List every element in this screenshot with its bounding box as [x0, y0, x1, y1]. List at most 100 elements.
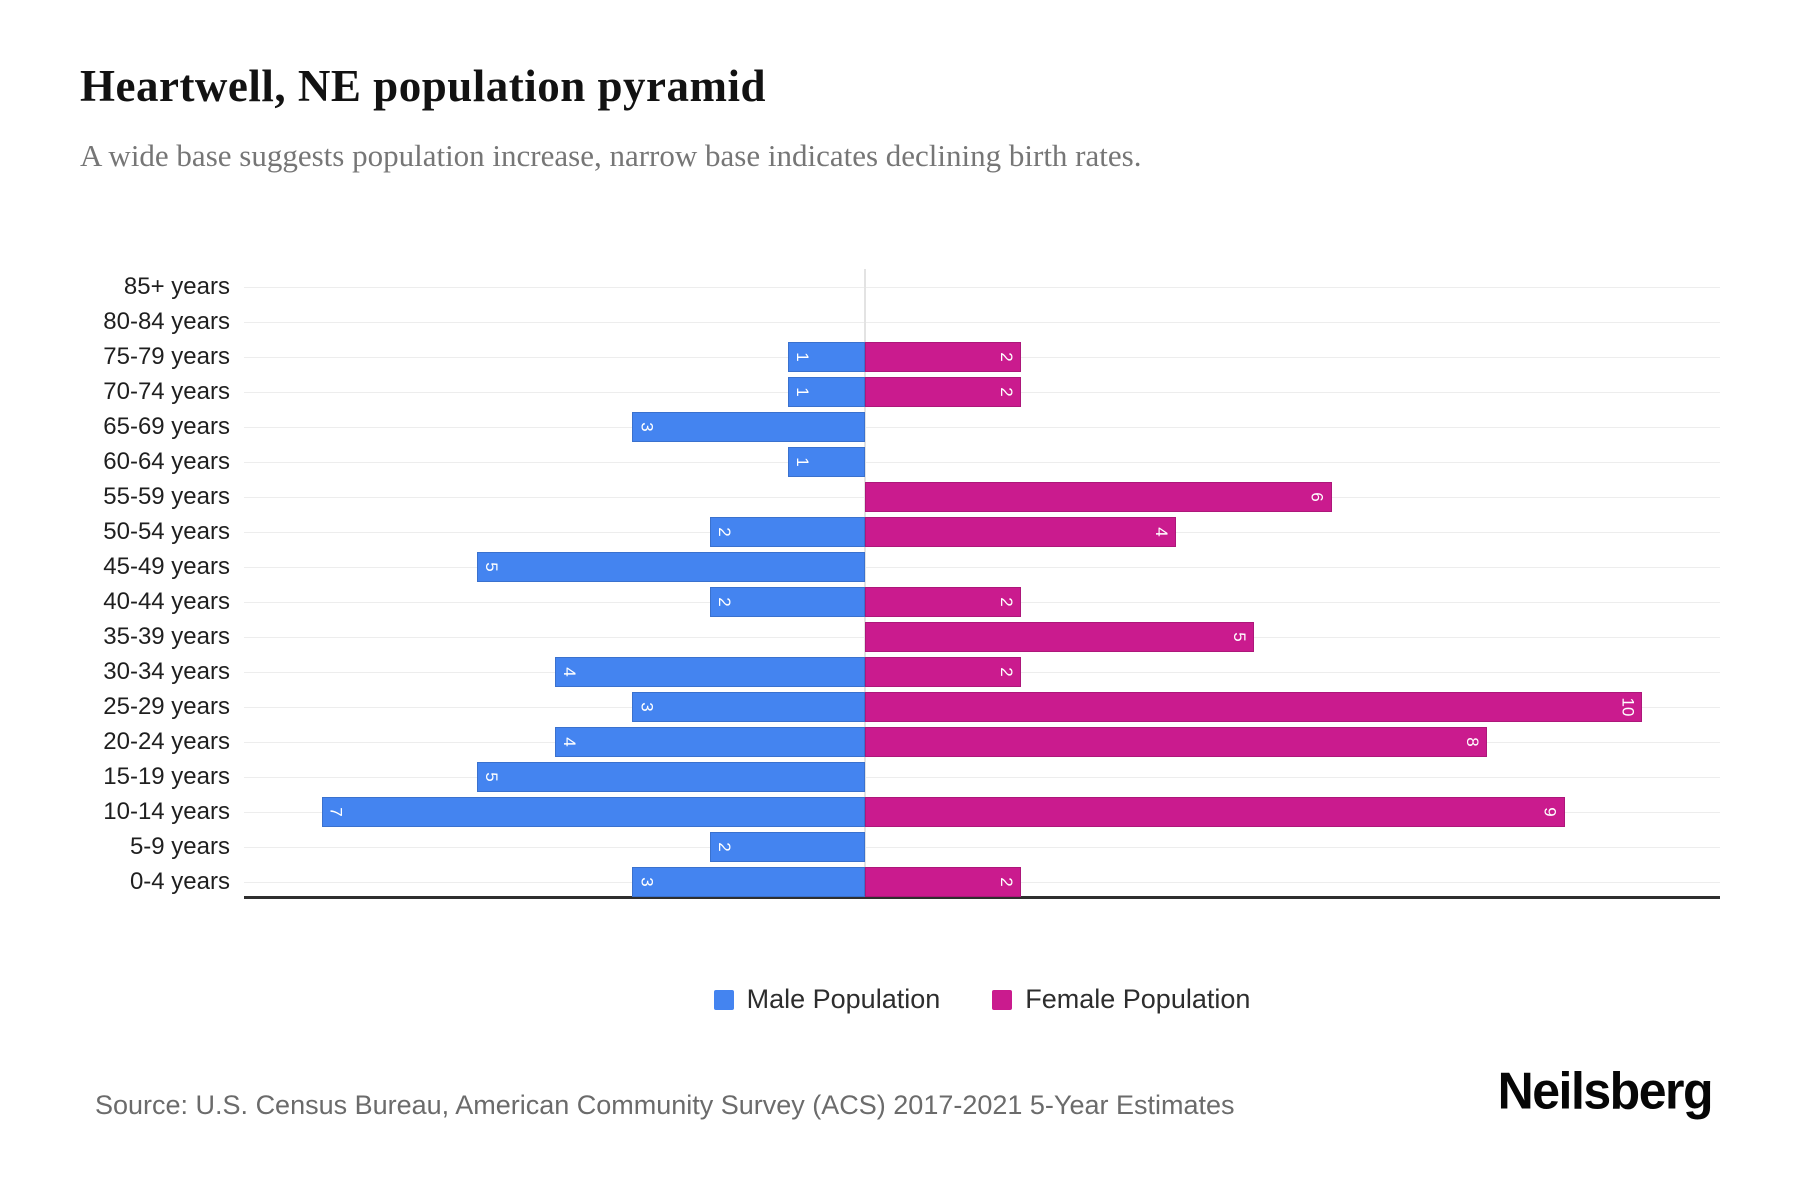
brand-logo: Neilsberg — [1497, 1061, 1714, 1121]
male-bar-value: 4 — [559, 666, 579, 677]
pyramid-row: 3 — [244, 409, 1720, 444]
female-bar[interactable]: 2 — [865, 866, 1021, 897]
age-tick-label: 5-9 years — [129, 833, 230, 860]
age-tick-label: 60-64 years — [103, 448, 230, 475]
age-tick-label: 25-29 years — [103, 693, 230, 720]
female-bar[interactable]: 10 — [865, 691, 1643, 722]
age-tick-label: 0-4 years — [129, 868, 230, 895]
gridline — [244, 566, 1720, 568]
age-tick-label: 45-49 years — [103, 553, 230, 580]
male-bar[interactable]: 3 — [632, 411, 866, 442]
female-bar-value: 6 — [1307, 491, 1327, 502]
male-bar-value: 2 — [715, 526, 735, 537]
male-bar[interactable]: 3 — [632, 866, 866, 897]
female-bar[interactable]: 9 — [865, 796, 1565, 827]
female-bar[interactable]: 2 — [865, 341, 1021, 372]
female-bar[interactable]: 2 — [865, 586, 1021, 617]
legend-item-female-population[interactable]: Female Population — [992, 984, 1250, 1015]
pyramid-row: 2 — [244, 829, 1720, 864]
age-tick-label: 80-84 years — [103, 308, 230, 335]
male-bar-value: 5 — [482, 771, 502, 782]
pyramid-row: 1 — [244, 444, 1720, 479]
age-tick-label: 65-69 years — [103, 413, 230, 440]
female-bar-value: 2 — [996, 666, 1016, 677]
male-bar-value: 3 — [637, 701, 657, 712]
age-labels: 85+ years 80-84 years 75-79 years 70-74 yea… — [80, 269, 230, 899]
female-bar[interactable]: 8 — [865, 726, 1487, 757]
pyramid-row: 5 — [244, 619, 1720, 654]
gridline — [244, 321, 1720, 323]
male-bar[interactable]: 1 — [787, 446, 866, 477]
age-tick-label: 75-79 years — [103, 343, 230, 370]
gridline — [244, 461, 1720, 463]
male-bar-value: 3 — [637, 421, 657, 432]
female-bar-value: 2 — [996, 351, 1016, 362]
age-tick-label: 20-24 years — [103, 728, 230, 755]
age-tick-label: 85+ years — [123, 273, 230, 300]
age-tick-label: 55-59 years — [103, 483, 230, 510]
female-bar[interactable]: 5 — [865, 621, 1254, 652]
female-bar-value: 2 — [996, 386, 1016, 397]
male-bar-value: 1 — [792, 386, 812, 397]
female-bar-value: 10 — [1618, 697, 1638, 716]
age-tick-label: 35-39 years — [103, 623, 230, 650]
age-tick-label: 70-74 years — [103, 378, 230, 405]
age-tick-label: 30-34 years — [103, 658, 230, 685]
male-bar[interactable]: 2 — [710, 516, 866, 547]
male-bar[interactable]: 2 — [710, 586, 866, 617]
female-bar-value: 2 — [996, 876, 1016, 887]
source-note: Source: U.S. Census Bureau, American Com… — [95, 1090, 1235, 1120]
female-bar-value: 8 — [1462, 736, 1482, 747]
legend-item-male-population[interactable]: Male Population — [713, 984, 940, 1015]
male-bar[interactable]: 2 — [710, 831, 866, 862]
pyramid-row — [244, 304, 1720, 339]
male-bar-value: 4 — [559, 736, 579, 747]
female-bar-value: 5 — [1229, 631, 1249, 642]
male-bar[interactable]: 1 — [787, 341, 866, 372]
female-bar-value: 9 — [1540, 806, 1560, 817]
plot-area: 1 2 1 2 3 1 6 2 4 5 2 2 5 4 2 3 10 4 8 5 7 9 2 3 2 — [244, 269, 1720, 899]
male-bar[interactable]: 1 — [787, 376, 866, 407]
female-bar-value: 4 — [1152, 526, 1172, 537]
male-bar[interactable]: 7 — [321, 796, 866, 827]
male-bar-value: 1 — [792, 456, 812, 467]
male-bar-value: 7 — [326, 806, 346, 817]
female-bar[interactable]: 2 — [865, 376, 1021, 407]
pyramid-row — [244, 269, 1720, 304]
legend: Male Population Female Population — [244, 984, 1720, 1015]
male-bar[interactable]: 3 — [632, 691, 866, 722]
male-bar-value: 3 — [637, 876, 657, 887]
page-subtitle: A wide base suggests population increase… — [80, 138, 1142, 173]
male-bar-value: 1 — [792, 351, 812, 362]
gridline — [244, 846, 1720, 848]
female-bar[interactable]: 2 — [865, 656, 1021, 687]
pyramid-row: 6 — [244, 479, 1720, 514]
gridline — [244, 426, 1720, 428]
age-tick-label: 10-14 years — [103, 798, 230, 825]
male-bar[interactable]: 4 — [554, 656, 866, 687]
pyramid-row: 5 — [244, 549, 1720, 584]
male-bar[interactable]: 5 — [477, 551, 866, 582]
male-bar-value: 2 — [715, 596, 735, 607]
female-bar-value: 2 — [996, 596, 1016, 607]
gridline — [244, 286, 1720, 288]
age-tick-label: 15-19 years — [103, 763, 230, 790]
gridline — [244, 776, 1720, 778]
zero-axis-line — [864, 269, 867, 896]
male-bar[interactable]: 5 — [477, 761, 866, 792]
male-bar[interactable]: 4 — [554, 726, 866, 757]
female-bar[interactable]: 4 — [865, 516, 1177, 547]
legend-label: Female Population — [1025, 984, 1251, 1014]
age-tick-label: 50-54 years — [103, 518, 230, 545]
legend-swatch — [713, 989, 734, 1010]
page-title: Heartwell, NE population pyramid — [80, 61, 767, 111]
legend-swatch — [992, 989, 1013, 1010]
female-bar[interactable]: 6 — [865, 481, 1332, 512]
